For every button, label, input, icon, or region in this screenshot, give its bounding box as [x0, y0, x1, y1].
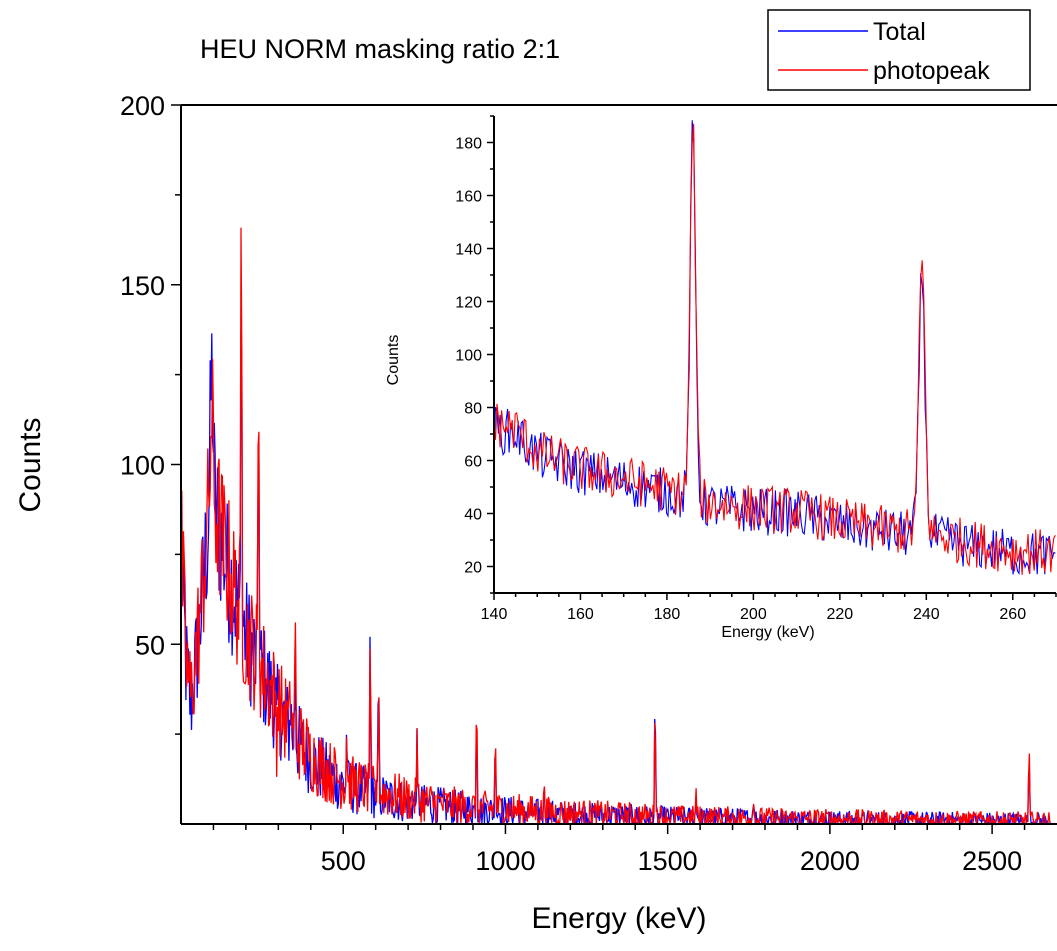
inset-y-tick-label: 60	[464, 454, 482, 471]
inset-x-tick-label: 200	[740, 606, 767, 623]
inset-x-axis-label: Energy (keV)	[721, 624, 814, 641]
inset-y-axis-label: Counts	[385, 335, 402, 386]
inset-plot-lines	[493, 120, 1056, 575]
inset-x-tick-label: 260	[999, 606, 1026, 623]
inset-y-ticks: 20 40 60 80 100 120 140 160 180	[455, 115, 494, 594]
chart-title: HEU NORM masking ratio 2:1	[200, 34, 560, 64]
inset-y-tick-label: 120	[455, 295, 482, 312]
legend-box	[767, 9, 1031, 91]
inset-x-tick-label: 160	[567, 606, 594, 623]
legend-label-total: Total	[873, 18, 926, 46]
inset-series-photopeak	[493, 123, 1056, 575]
main-y-tick-label: 100	[120, 451, 165, 481]
main-x-tick-label: 1000	[475, 846, 535, 876]
inset-chart: 140 160 180 200 220 240 260 204060801001201401…	[385, 115, 1057, 641]
inset-y-tick-label: 160	[455, 189, 482, 206]
main-y-tick-label: 200	[120, 91, 165, 121]
legend-label-photopeak: photopeak	[873, 57, 990, 85]
inset-x-tick-label: 180	[654, 606, 681, 623]
main-x-tick-label: 500	[321, 846, 366, 876]
main-chart: HEU NORM masking ratio 2:1 500 1000 1500 20…	[14, 34, 1057, 935]
main-x-tick-label: 2500	[962, 846, 1022, 876]
inset-y-tick-label: 40	[464, 507, 482, 524]
main-x-tick-label: 1500	[638, 846, 698, 876]
inset-y-tick-label: 100	[455, 348, 482, 365]
main-x-ticks: 500 1000 1500 2000 2500	[212, 824, 1026, 876]
inset-x-tick-label: 220	[826, 606, 853, 623]
inset-series-total	[493, 120, 1056, 575]
inset-y-tick-label: 80	[464, 401, 482, 418]
main-x-tick-label: 2000	[800, 846, 860, 876]
legend: Total photopeak	[767, 9, 1031, 91]
main-y-axis-label: Counts	[14, 417, 47, 512]
main-x-axis-label: Energy (keV)	[531, 902, 706, 935]
inset-y-tick-label: 180	[455, 136, 482, 153]
main-y-tick-label: 50	[135, 630, 165, 660]
inset-x-tick-label: 140	[481, 606, 508, 623]
inset-x-ticks: 140 160 180 200 220 240 260	[481, 593, 1057, 623]
main-y-tick-label: 150	[120, 271, 165, 301]
inset-x-tick-label: 240	[913, 606, 940, 623]
main-y-ticks: 50 100 150 200	[120, 91, 181, 735]
inset-y-tick-label: 140	[455, 242, 482, 259]
inset-y-tick-label: 20	[464, 560, 482, 577]
